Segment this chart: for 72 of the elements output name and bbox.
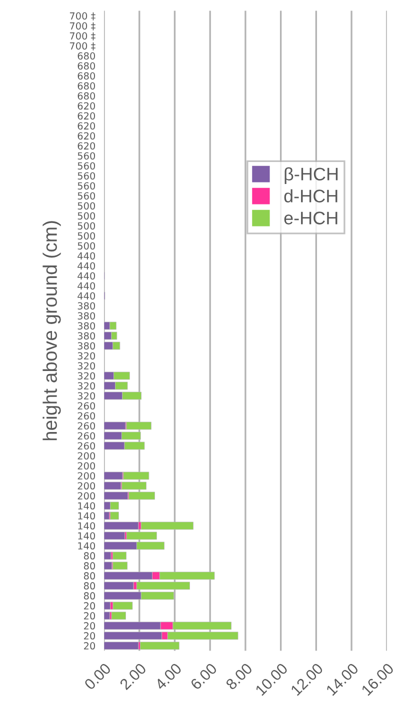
y-tick-label: 500	[78, 212, 96, 220]
y-tick-label: 380	[78, 342, 96, 350]
y-tick-label: 20	[84, 632, 96, 640]
y-tick-label: 500	[78, 222, 96, 230]
y-tick-label: 260	[78, 442, 96, 450]
y-tick-label: 560	[78, 152, 96, 160]
y-tick-label: 140	[78, 512, 96, 520]
y-tick-label: 380	[78, 322, 96, 330]
x-tick-label: 0.00	[84, 662, 112, 690]
y-tick-label: 500	[78, 242, 96, 250]
y-tick-label: 140	[78, 542, 96, 550]
y-tick-label: 620	[78, 122, 96, 130]
y-tick-label: 140	[78, 522, 96, 530]
y-tick-label: 260	[78, 432, 96, 440]
y-tick-label: 440	[78, 292, 96, 300]
y-tick-label: 560	[78, 172, 96, 180]
y-tick-label: 440	[78, 272, 96, 280]
y-tick-label: 320	[78, 352, 96, 360]
y-tick-label: 260	[78, 412, 96, 420]
legend-label: β-HCH	[284, 167, 338, 184]
y-tick-label: 80	[84, 572, 96, 580]
y-tick-label: 680	[78, 62, 96, 70]
y-tick-label: 380	[78, 302, 96, 310]
y-tick-label: 200	[78, 462, 96, 470]
y-tick-label: 680	[78, 52, 96, 60]
y-tick-label: 560	[78, 192, 96, 200]
y-tick-label: 200	[78, 452, 96, 460]
y-tick-label: 500	[78, 202, 96, 210]
y-tick-label: 560	[78, 162, 96, 170]
y-tick-label: 80	[84, 562, 96, 570]
y-tick-label: 700 ‡	[70, 12, 96, 20]
y-tick-label: 20	[84, 642, 96, 650]
y-tick-label: 80	[84, 592, 96, 600]
y-tick-label: 200	[78, 482, 96, 490]
y-tick-label: 320	[78, 372, 96, 380]
y-tick-label: 680	[78, 72, 96, 80]
y-tick-label: 680	[78, 92, 96, 100]
y-tick-label: 80	[84, 582, 96, 590]
y-tick-label: 320	[78, 392, 96, 400]
y-tick-label: 560	[78, 182, 96, 190]
x-tick-label: 4.00	[154, 662, 182, 691]
y-tick-label: 440	[78, 252, 96, 260]
legend-label: e-HCH	[284, 212, 338, 224]
y-tick-label: 380	[78, 332, 96, 340]
y-tick-label: 380	[78, 312, 96, 320]
y-tick-label: 440	[78, 282, 96, 290]
y-tick-label: 140	[78, 532, 96, 540]
y-tick-label: 200	[78, 472, 96, 480]
y-tick-label: 140	[78, 502, 96, 510]
y-tick-label: 440	[78, 262, 96, 270]
y-tick-label: 620	[78, 112, 96, 120]
y-tick-label: 620	[78, 102, 96, 110]
y-axis-title: height above ground (cm)	[42, 221, 61, 440]
y-tick-label: 700 ‡	[70, 42, 96, 50]
y-tick-label: 320	[78, 362, 96, 370]
y-tick-label: 320	[78, 382, 96, 390]
y-tick-label: 500	[78, 232, 96, 240]
y-tick-label: 700 ‡	[70, 22, 96, 30]
y-tick-label: 200	[78, 492, 96, 500]
legend-label: d-HCH	[284, 189, 338, 202]
y-tick-label: 700 ‡	[70, 32, 96, 40]
y-tick-label: 620	[78, 132, 96, 140]
y-tick-label: 260	[78, 422, 96, 430]
y-tick-label: 80	[84, 552, 96, 560]
x-tick-label: 8.00	[225, 662, 253, 690]
y-tick-label: 20	[84, 612, 96, 620]
y-tick-label: 20	[84, 622, 96, 630]
x-tick-label: 6.00	[190, 662, 218, 690]
y-tick-label: 260	[78, 402, 96, 410]
y-tick-label: 20	[84, 602, 96, 610]
y-tick-label: 620	[78, 142, 96, 150]
y-tick-label: 680	[78, 82, 96, 90]
